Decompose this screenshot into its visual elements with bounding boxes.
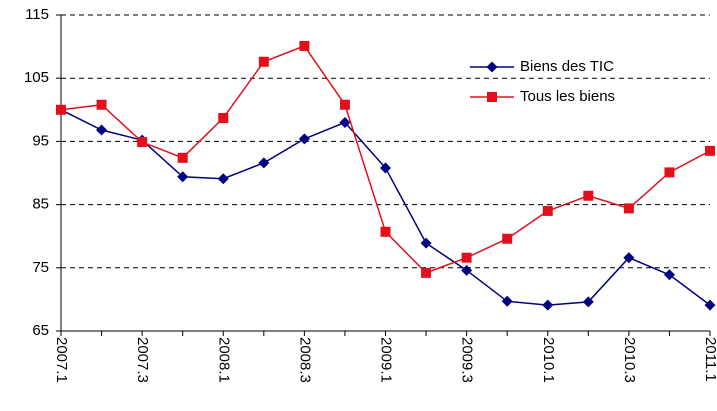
point	[623, 252, 635, 264]
point	[177, 171, 189, 183]
point	[258, 56, 269, 67]
point	[461, 252, 472, 263]
y-tick-label: 105	[24, 69, 49, 86]
legend-marker	[486, 61, 498, 73]
x-tick-label: 2010.1	[540, 337, 557, 383]
x-tick-label: 2008.1	[215, 337, 232, 383]
y-tick-label: 95	[32, 132, 49, 149]
point	[56, 104, 66, 115]
point	[218, 113, 229, 124]
x-tick-label: 2007.3	[134, 337, 151, 383]
point	[582, 296, 594, 308]
y-tick-label: 115	[25, 6, 49, 23]
series-line	[60, 109, 711, 306]
x-tick-label: 2009.3	[459, 337, 476, 383]
point	[258, 157, 270, 169]
point	[137, 137, 148, 148]
legend-label: Tous les biens	[520, 88, 615, 105]
y-tick-label: 65	[32, 322, 49, 339]
point	[339, 116, 351, 128]
point	[542, 299, 554, 311]
point	[299, 40, 310, 51]
point	[664, 167, 675, 178]
point	[421, 267, 432, 278]
point	[461, 264, 473, 276]
point	[420, 237, 432, 249]
y-tick-label: 75	[32, 259, 49, 276]
legend-marker	[487, 92, 497, 102]
x-tick-label: 2007.1	[53, 337, 70, 383]
point	[96, 99, 107, 110]
point	[298, 133, 310, 145]
point	[542, 205, 553, 216]
y-tick-label: 85	[32, 196, 49, 213]
x-tick-label: 2009.1	[378, 337, 395, 383]
point	[704, 299, 716, 311]
point	[339, 99, 350, 110]
point	[380, 162, 391, 174]
point	[705, 145, 715, 156]
x-tick-label: 2010.3	[621, 337, 638, 383]
point	[663, 269, 675, 281]
series-line	[60, 45, 711, 274]
legend-label: Biens des TIC	[520, 58, 614, 75]
point	[177, 152, 188, 163]
point	[217, 173, 229, 185]
x-tick-label: 2008.3	[296, 337, 313, 383]
point	[380, 226, 391, 237]
point	[501, 295, 513, 307]
point	[502, 233, 513, 244]
point	[623, 203, 634, 214]
point	[96, 124, 108, 136]
x-tick-label: 2011.1	[702, 337, 717, 382]
point	[583, 190, 594, 201]
